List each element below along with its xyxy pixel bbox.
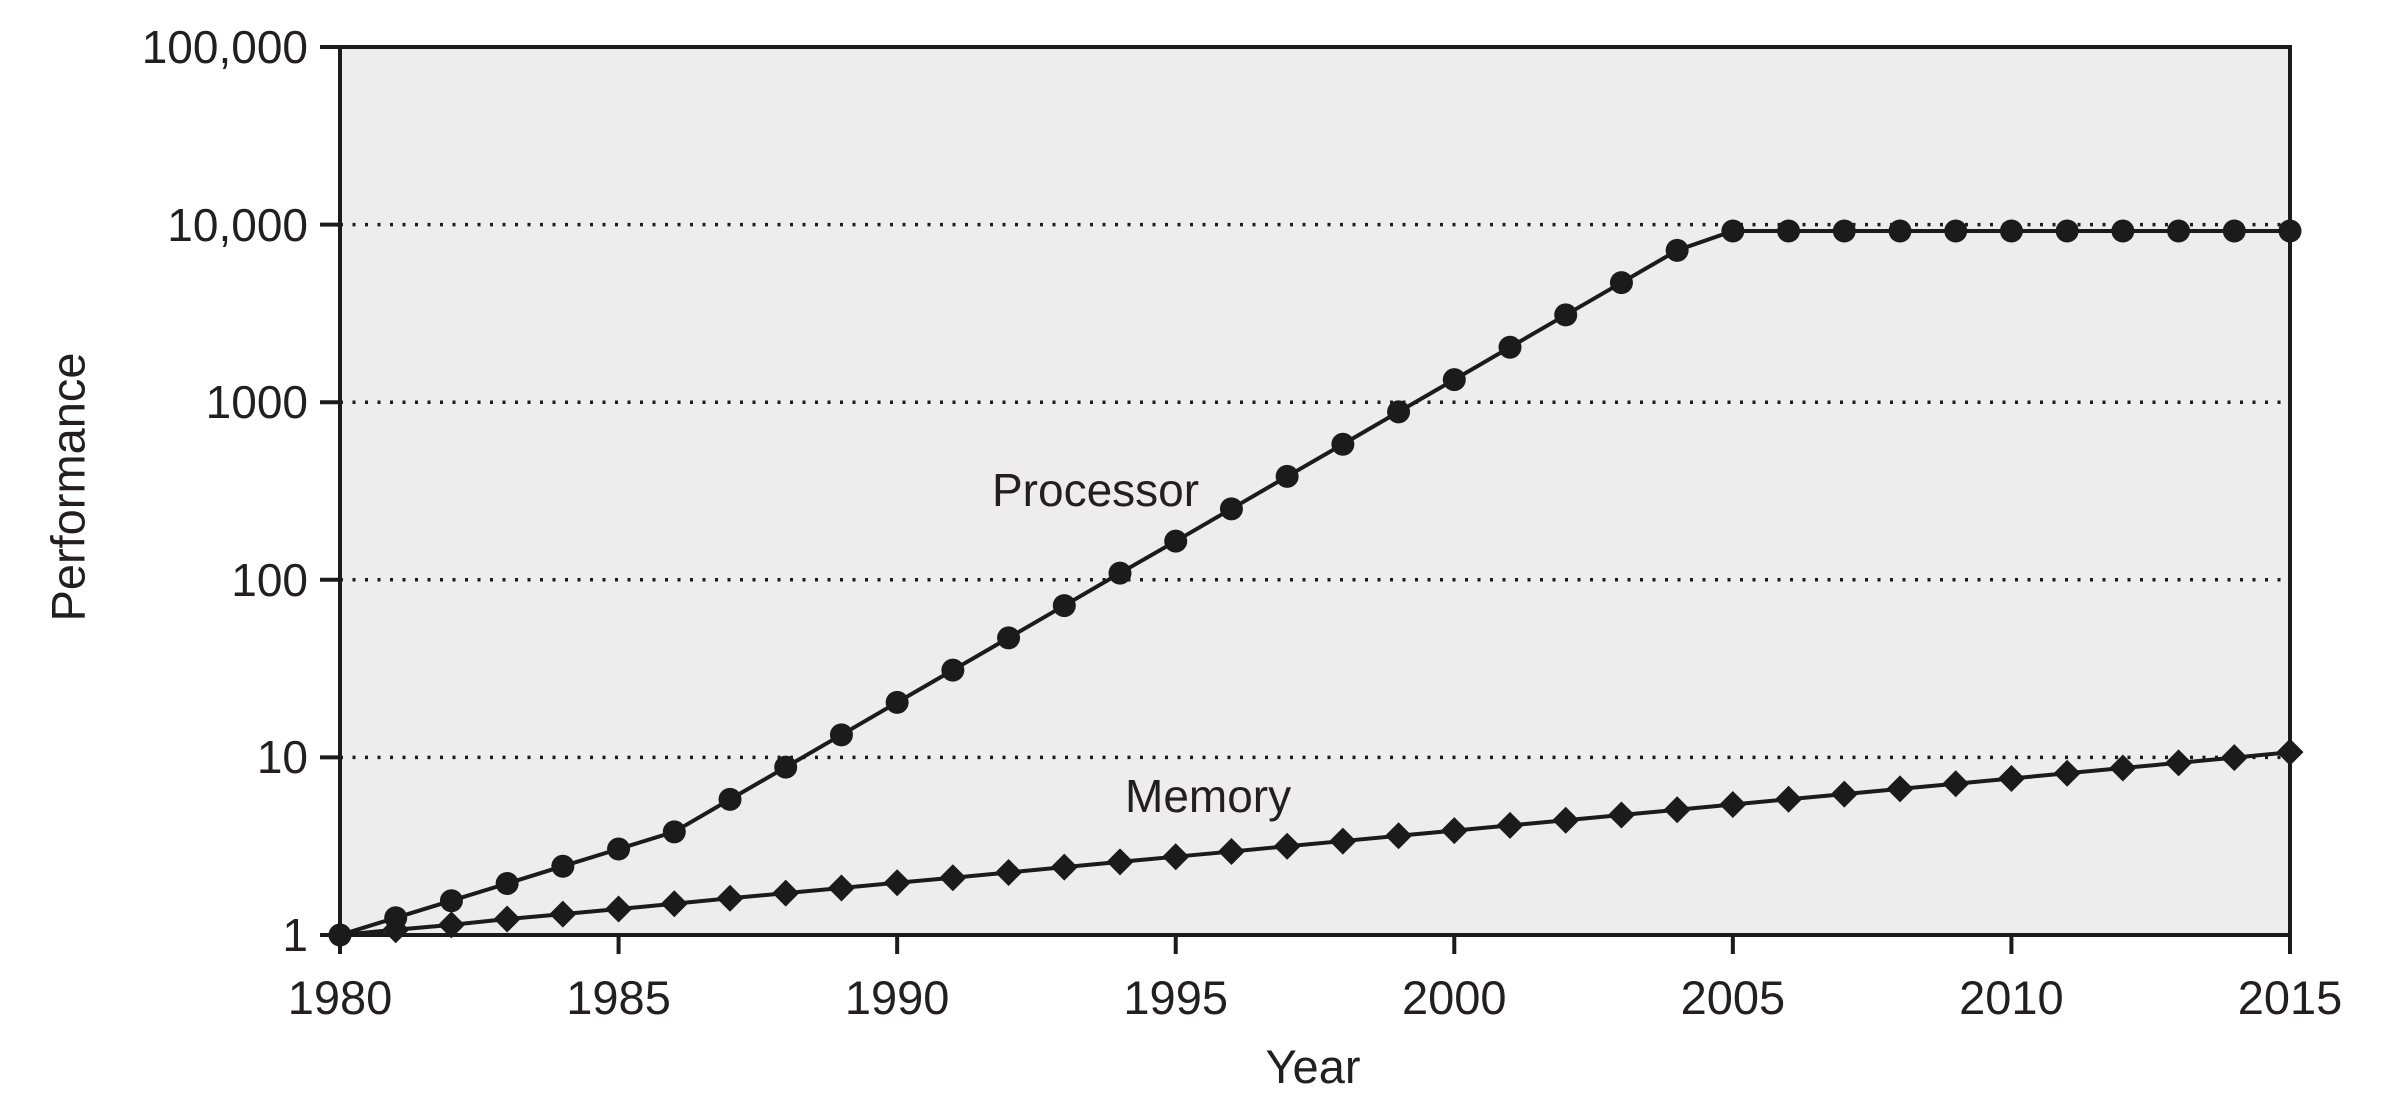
memory-point xyxy=(493,905,521,933)
memory-point xyxy=(1775,785,1803,813)
processor-point xyxy=(1777,219,1801,243)
memory-point xyxy=(1552,806,1580,834)
processor-point xyxy=(495,871,519,895)
processor-point xyxy=(1665,238,1689,262)
processor-point xyxy=(551,854,575,878)
processor-point xyxy=(1331,432,1355,456)
memory-point xyxy=(995,858,1023,886)
memory-point xyxy=(1496,811,1524,839)
processor-point xyxy=(1498,335,1522,359)
processor-point xyxy=(1164,529,1188,553)
processor-point xyxy=(1052,594,1076,618)
memory-point xyxy=(1719,790,1747,818)
processor-point xyxy=(1554,303,1578,327)
processor-point xyxy=(774,755,798,779)
x-tick-label: 2000 xyxy=(1402,971,1507,1024)
y-tick-label: 100,000 xyxy=(141,21,308,73)
processor-point xyxy=(718,787,742,811)
memory-point xyxy=(2276,738,2304,766)
processor-point xyxy=(1832,219,1856,243)
processor-point xyxy=(1219,497,1243,521)
memory-point xyxy=(939,864,967,892)
plot-area xyxy=(340,47,2290,935)
y-tick-label: 10,000 xyxy=(167,198,308,251)
memory-point xyxy=(2165,749,2193,777)
x-tick-label: 1995 xyxy=(1123,971,1228,1024)
processor-point xyxy=(1108,561,1132,585)
memory-point xyxy=(716,884,744,912)
processor-point xyxy=(662,820,686,844)
memory-point xyxy=(2220,744,2248,772)
processor-point xyxy=(1275,464,1299,488)
y-tick-label: 100 xyxy=(231,553,308,606)
memory-point xyxy=(605,895,633,923)
processor-point xyxy=(1999,219,2023,243)
processor-point xyxy=(829,723,853,747)
memory-point xyxy=(1607,801,1635,829)
processor-point xyxy=(2111,219,2135,243)
processor-point xyxy=(439,889,463,913)
processor-point xyxy=(885,690,909,714)
memory-point xyxy=(827,874,855,902)
memory-point xyxy=(1997,764,2025,792)
processor-point xyxy=(2055,219,2079,243)
memory-point xyxy=(1273,832,1301,860)
x-tick-label: 2010 xyxy=(1959,971,2064,1024)
processor-point xyxy=(1944,219,1968,243)
memory-point xyxy=(549,900,577,928)
y-tick-label: 1 xyxy=(282,909,308,961)
processor-point xyxy=(997,626,1021,650)
memory-point xyxy=(660,890,688,918)
memory-point xyxy=(1329,827,1357,855)
processor-point xyxy=(941,658,965,682)
processor-point xyxy=(1888,219,1912,243)
x-axis-title: Year xyxy=(1265,1040,1361,1093)
series-label-memory: Memory xyxy=(1125,770,1292,822)
y-tick-label: 1000 xyxy=(205,376,308,429)
processor-point xyxy=(2278,219,2302,243)
memory-point xyxy=(2109,754,2137,782)
plot-border xyxy=(338,45,2292,937)
x-tick-label: 1985 xyxy=(566,971,671,1024)
x-tick-label: 2005 xyxy=(1680,971,1786,1024)
memory-point xyxy=(1886,775,1914,803)
processor-point xyxy=(384,906,408,930)
memory-point xyxy=(1106,848,1134,876)
memory-point xyxy=(883,869,911,897)
processor-point xyxy=(328,923,352,947)
x-tick-label: 1980 xyxy=(287,971,393,1024)
memory-point xyxy=(1162,843,1190,871)
memory-point xyxy=(1385,822,1413,850)
processor-point xyxy=(1609,271,1633,295)
processor-point xyxy=(1387,400,1411,424)
processor-point xyxy=(607,837,631,861)
memory-point xyxy=(1440,817,1468,845)
processor-point xyxy=(1721,219,1745,243)
processor-point xyxy=(2222,219,2246,243)
processor-point xyxy=(1442,368,1466,392)
y-tick-label: 10 xyxy=(256,731,308,784)
series-label-processor: Processor xyxy=(992,464,1200,516)
memory-point xyxy=(1830,780,1858,808)
memory-point xyxy=(1217,838,1245,866)
memory-point xyxy=(772,879,800,907)
memory-point xyxy=(1050,853,1078,881)
processor-point xyxy=(2167,219,2191,243)
memory-point xyxy=(437,911,465,939)
memory-point xyxy=(2053,759,2081,787)
memory-point xyxy=(1942,770,1970,798)
x-tick-label: 1990 xyxy=(844,971,950,1024)
memory-point xyxy=(1663,796,1691,824)
x-tick-label: 2015 xyxy=(2237,971,2343,1024)
